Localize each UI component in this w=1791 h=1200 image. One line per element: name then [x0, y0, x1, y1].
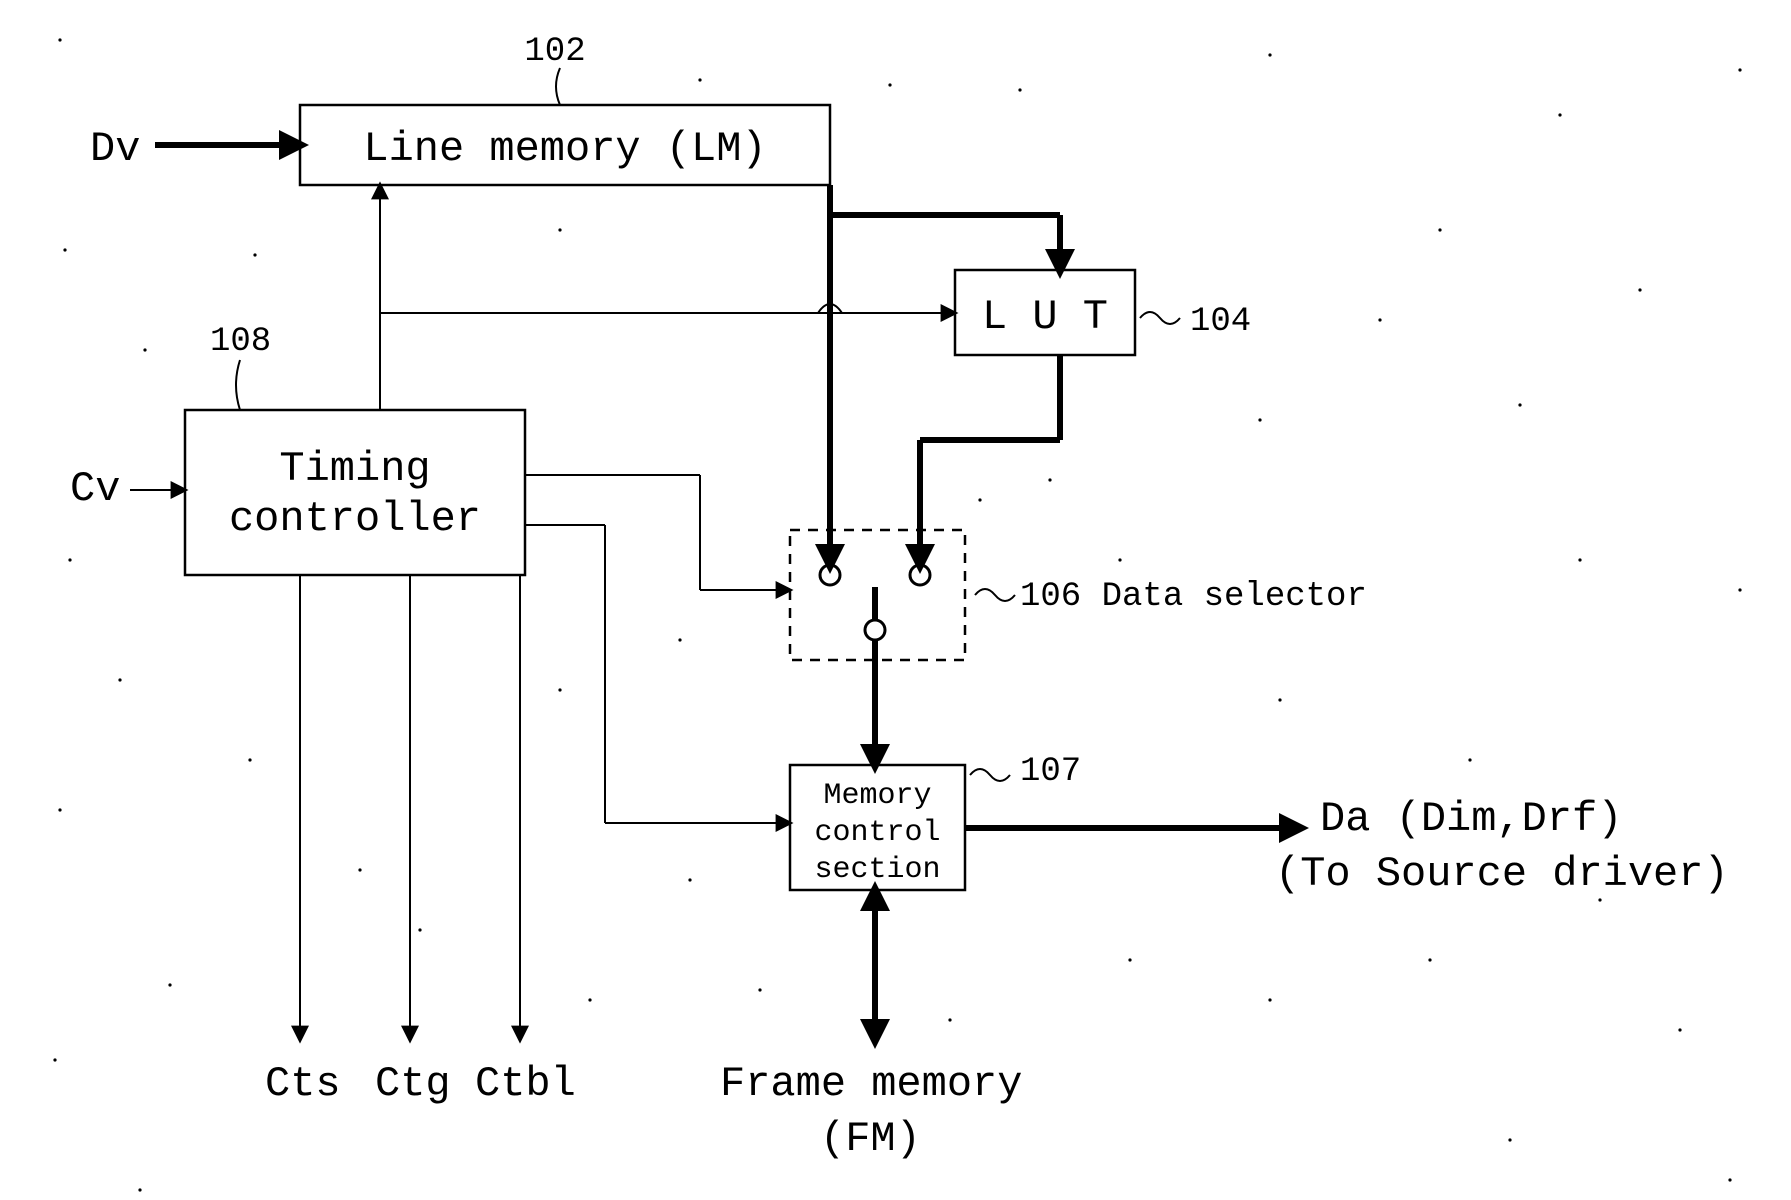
noise-dot	[63, 248, 66, 251]
mcs-l1: Memory	[823, 779, 931, 813]
noise-dot	[558, 228, 561, 231]
noise-dot	[358, 868, 361, 871]
noise-dot	[253, 253, 256, 256]
noise-dot	[418, 928, 421, 931]
noise-dot	[688, 878, 691, 881]
line-memory-label: Line memory (LM)	[363, 125, 766, 173]
noise-dot	[1018, 88, 1021, 91]
noise-dot	[138, 1188, 141, 1191]
noise-dot	[948, 1018, 951, 1021]
noise-dot	[1728, 1178, 1731, 1181]
out-da2: (To Source driver)	[1275, 850, 1729, 898]
ref-108: 108	[210, 323, 271, 361]
out-da1: Da (Dim,Drf)	[1320, 795, 1622, 843]
noise-dot	[58, 38, 61, 41]
ref-107: 107	[1020, 753, 1081, 791]
noise-dot	[888, 83, 891, 86]
noise-dot	[678, 638, 681, 641]
noise-dot	[1518, 403, 1521, 406]
noise-dot	[1558, 113, 1561, 116]
ref-102: 102	[524, 33, 585, 71]
noise-dot	[588, 998, 591, 1001]
noise-dot	[1128, 958, 1131, 961]
noise-dot	[53, 1058, 56, 1061]
out-fm2: (FM)	[820, 1115, 921, 1163]
out-cts: Cts	[265, 1060, 341, 1108]
noise-dot	[1598, 898, 1601, 901]
noise-dot	[698, 78, 701, 81]
mcs-l3: section	[814, 853, 940, 887]
mcs-l2: control	[814, 816, 940, 850]
noise-dot	[1678, 1028, 1681, 1031]
selector-terminal-bottom	[865, 620, 885, 640]
tc-label-2: controller	[229, 495, 481, 543]
noise-dot	[1268, 998, 1271, 1001]
noise-dot	[1508, 1138, 1511, 1141]
noise-dot	[1438, 228, 1441, 231]
out-ctg: Ctg	[375, 1060, 451, 1108]
noise-dot	[118, 678, 121, 681]
noise-dot	[248, 758, 251, 761]
noise-dot	[58, 808, 61, 811]
input-cv: Cv	[70, 465, 120, 513]
noise-dot	[1118, 558, 1121, 561]
noise-dot	[1268, 53, 1271, 56]
tc-label-1: Timing	[279, 445, 430, 493]
noise-dot	[168, 983, 171, 986]
selector-terminal-right	[910, 565, 930, 585]
noise-dot	[1278, 698, 1281, 701]
noise-dot	[758, 988, 761, 991]
out-ctbl: Ctbl	[475, 1060, 576, 1108]
noise-dot	[143, 348, 146, 351]
out-fm1: Frame memory	[720, 1060, 1022, 1108]
noise-dot	[1258, 418, 1261, 421]
ref-106: 106 Data selector	[1020, 578, 1367, 616]
ref-104: 104	[1190, 303, 1251, 341]
noise-dot	[1578, 558, 1581, 561]
noise-dot	[1048, 478, 1051, 481]
noise-dot	[1738, 588, 1741, 591]
noise-dot	[1428, 958, 1431, 961]
noise-dot	[1378, 318, 1381, 321]
noise-dot	[558, 688, 561, 691]
noise-dot	[68, 558, 71, 561]
noise-dot	[1638, 288, 1641, 291]
noise-dot	[1738, 68, 1741, 71]
input-dv: Dv	[90, 125, 140, 173]
noise-dot	[1468, 758, 1471, 761]
selector-terminal-left	[820, 565, 840, 585]
noise-dot	[978, 498, 981, 501]
lut-label: L U T	[982, 293, 1108, 341]
